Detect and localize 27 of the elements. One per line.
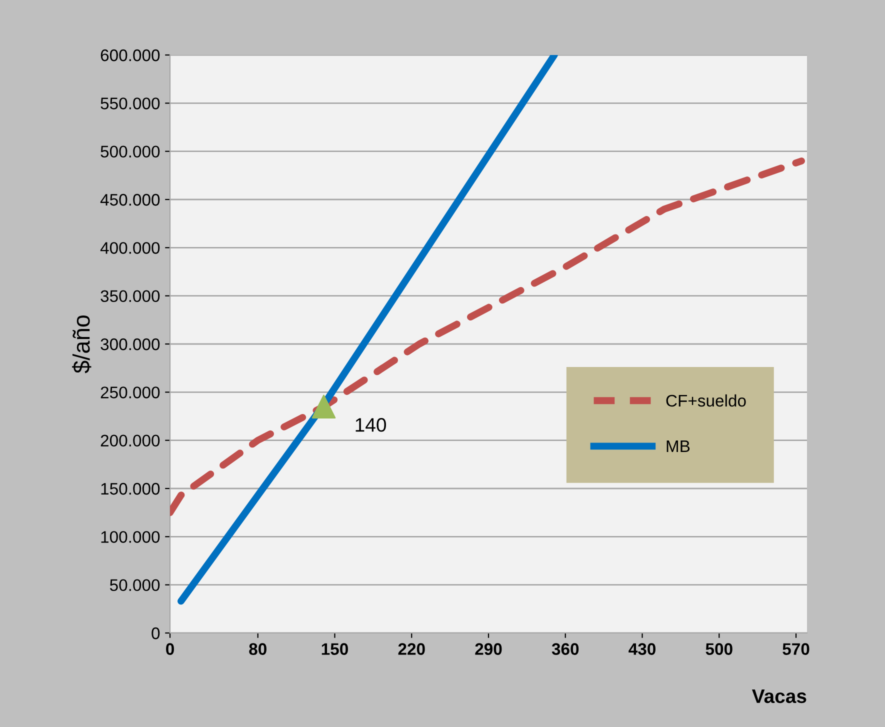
y-tick-label: 400.000	[100, 242, 160, 254]
y-axis-title: $/año	[72, 315, 92, 374]
x-tick-label: 150	[322, 643, 348, 655]
y-tick-label: 300.000	[100, 338, 160, 350]
y-tick-label: 550.000	[100, 98, 160, 110]
x-tick-label: 290	[475, 643, 502, 655]
x-tick-label: 500	[706, 643, 732, 655]
x-axis-title: Vacas	[752, 690, 806, 704]
legend-label: CF+sueldo	[666, 394, 746, 407]
y-tick-label: 350.000	[100, 290, 160, 302]
x-tick-label: 0	[166, 643, 174, 655]
y-tick-label: 150.000	[101, 482, 160, 495]
x-tick-label: 570	[782, 643, 810, 655]
y-tick-label: 200.000	[100, 434, 160, 447]
y-tick-label: 100.000	[101, 531, 160, 543]
x-tick-label: 430	[628, 643, 656, 655]
y-tick-label: 450.000	[100, 194, 160, 206]
y-tick-label: 600.000	[100, 49, 160, 62]
y-tick-label: 50.000	[110, 579, 160, 592]
x-tick-label: 360	[552, 643, 579, 655]
y-tick-label: 0	[152, 627, 160, 640]
legend-label: MB	[666, 440, 690, 452]
annotation: 140	[356, 418, 386, 432]
y-tick-label: 250.000	[100, 386, 160, 398]
x-tick-label: 80	[249, 643, 266, 655]
y-tick-label: 500.000	[100, 146, 160, 158]
x-tick-label: 220	[398, 643, 425, 655]
